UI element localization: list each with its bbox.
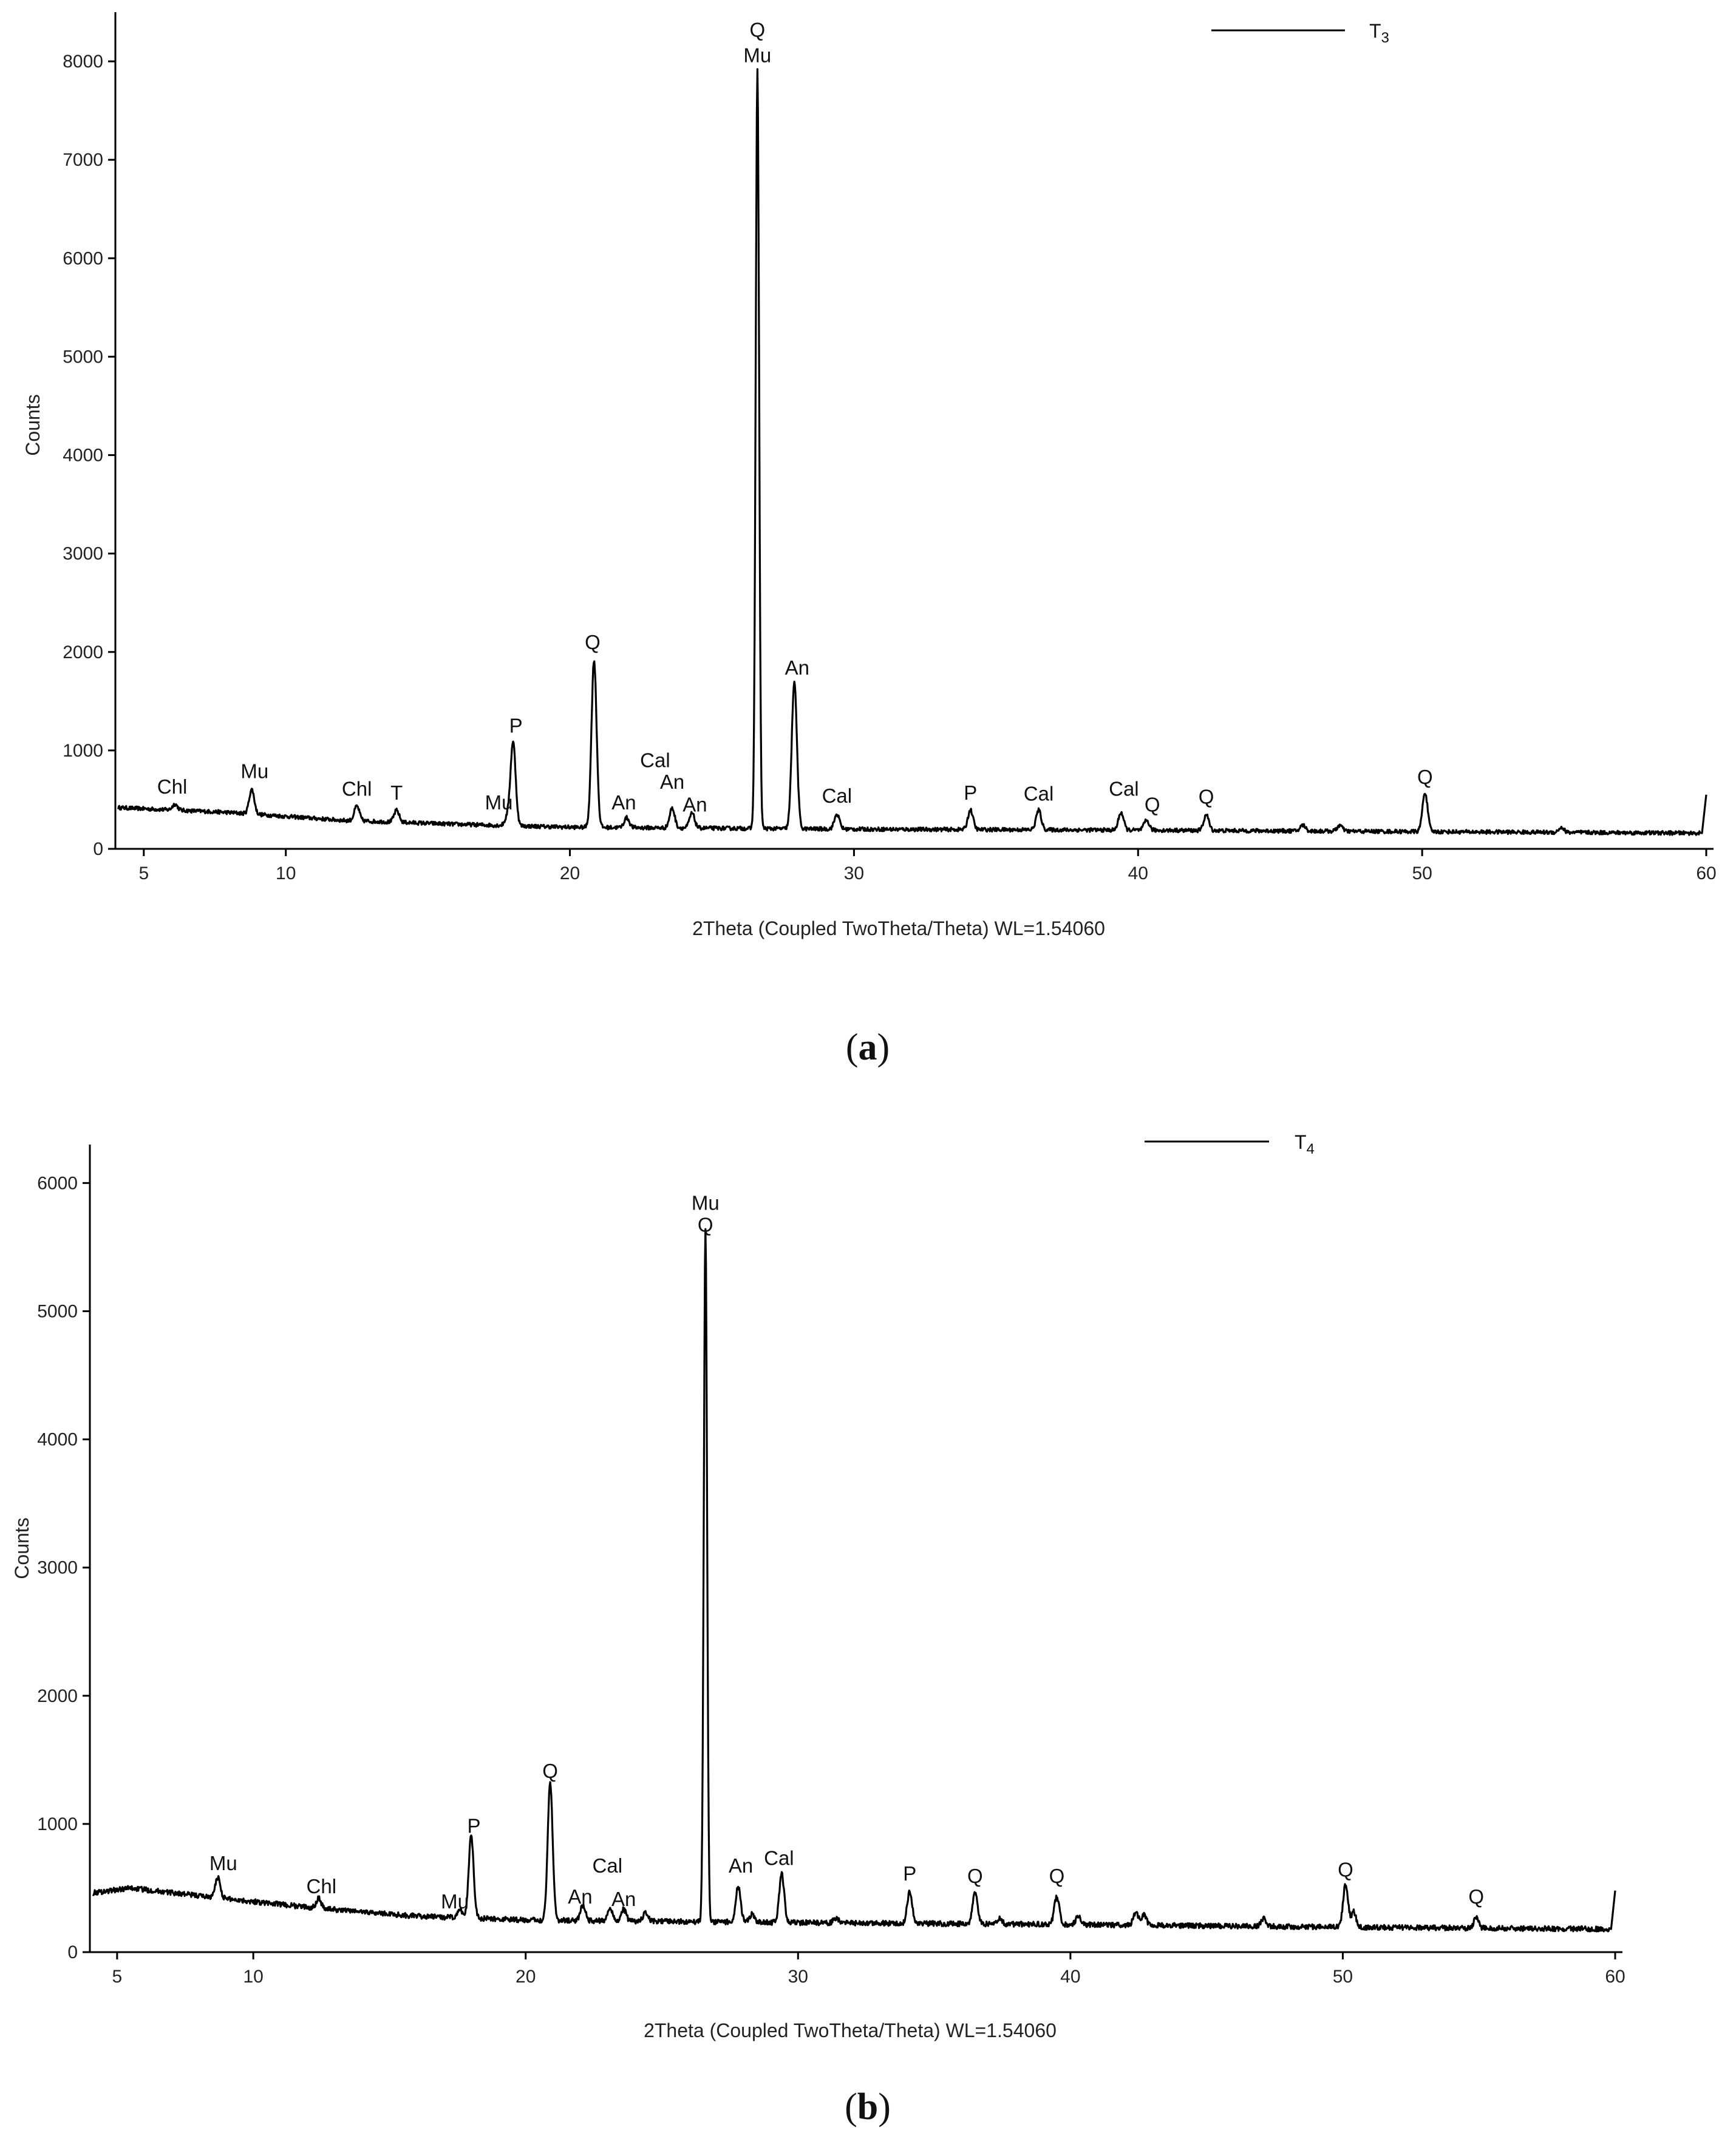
y-tick-label: 5000 [63, 347, 103, 367]
ticks-a: 0 1000 2000 3000 4000 5000 6000 7000 8000 5 10 20 30… [63, 52, 1716, 883]
x-tick-label: 60 [1605, 1967, 1625, 1987]
peak-label: An [682, 793, 707, 815]
x-tick-label: 40 [1128, 863, 1148, 883]
y-tick-label: 8000 [63, 52, 103, 72]
peak-label: Cal [593, 1854, 623, 1877]
y-tick-label: 3000 [63, 544, 103, 564]
peak-label: Chl [157, 775, 188, 798]
panel-letter-b: b [857, 2086, 878, 2128]
peak-label: Cal [1024, 783, 1054, 805]
peak-label: P [509, 715, 523, 737]
peak-label: An [660, 771, 684, 793]
x-tick-label: 20 [516, 1967, 536, 1987]
peak-label: An [611, 1888, 636, 1910]
x-tick-label: 60 [1696, 863, 1716, 883]
y-tick-label: 5000 [37, 1301, 78, 1321]
legend-label-b: T4 [1295, 1131, 1315, 1157]
legend-name-a: T [1369, 20, 1381, 42]
peak-label: An [611, 791, 636, 814]
peak-label: Mu [240, 760, 268, 782]
ticks-b: 0 1000 2000 3000 4000 5000 6000 5 10 20 30 40 50 60 [37, 1173, 1625, 1987]
y-tick-label: 3000 [37, 1558, 78, 1578]
peak-label: Q [542, 1760, 558, 1782]
peak-label: Q [967, 1865, 983, 1887]
peak-label: Q [1049, 1865, 1065, 1887]
y-tick-label: 2000 [37, 1686, 78, 1706]
legend-subscript-b: 4 [1307, 1141, 1315, 1157]
x-tick-label: 40 [1060, 1967, 1080, 1987]
peak-label: Mu [692, 1192, 720, 1214]
y-tick-label: 6000 [37, 1173, 78, 1193]
x-tick-label: 50 [1333, 1967, 1353, 1987]
legend-a: T3 [1211, 20, 1389, 46]
y-tick-label: 6000 [63, 248, 103, 268]
chart-panel-b: 0 1000 2000 3000 4000 5000 6000 5 10 20 30 40 50 60 M… [11, 1131, 1625, 2128]
legend-name-b: T [1295, 1131, 1307, 1153]
series-line-t3 [117, 68, 1707, 836]
peak-label: P [903, 1862, 916, 1885]
peak-label: Cal [822, 784, 853, 807]
y-tick-label: 7000 [63, 150, 103, 170]
peak-label: Q [1199, 785, 1214, 808]
peak-label: Q [1468, 1885, 1484, 1908]
peak-label: Q [1417, 766, 1433, 788]
panel-label-b: (b) [845, 2086, 891, 2128]
x-tick-label: 30 [844, 863, 864, 883]
y-axis-title-a: Counts [22, 394, 44, 455]
legend-b: T4 [1145, 1131, 1315, 1157]
peak-label: Cal [1109, 777, 1139, 800]
peak-label: Q [698, 1214, 713, 1236]
panel-letter-a: a [859, 1027, 877, 1068]
peak-label: Mu [209, 1852, 237, 1874]
peak-label: Q [1145, 793, 1160, 815]
x-tick-label: 10 [276, 863, 296, 883]
peak-label: Mu [485, 791, 513, 814]
chart-panel-a: 0 1000 2000 3000 4000 5000 6000 7000 8000 5 10 20 30… [22, 12, 1717, 1068]
panel-label-a: (a) [846, 1027, 890, 1068]
peak-label: P [964, 781, 977, 804]
y-tick-label: 0 [67, 1942, 78, 1962]
peak-label: Mu [743, 44, 771, 67]
peak-label: Chl [307, 1875, 337, 1897]
peak-label: An [729, 1854, 753, 1877]
peak-label: Chl [342, 777, 372, 800]
peak-label: Mu [441, 1890, 469, 1913]
peak-label: Cal [764, 1846, 794, 1869]
peak-label: Q [585, 631, 601, 653]
peak-label: An [568, 1885, 592, 1908]
x-tick-label: 5 [112, 1967, 123, 1987]
legend-label-a: T3 [1369, 20, 1389, 46]
y-tick-label: 4000 [37, 1430, 78, 1450]
x-tick-label: 10 [243, 1967, 263, 1987]
x-tick-label: 5 [138, 863, 149, 883]
peak-label: Q [1338, 1858, 1353, 1880]
x-tick-label: 30 [788, 1967, 808, 1987]
y-tick-label: 0 [93, 839, 103, 859]
x-tick-label: 50 [1412, 863, 1432, 883]
peak-label: P [467, 1815, 480, 1837]
series-line-t4 [92, 1228, 1616, 1933]
legend-subscript-a: 3 [1381, 30, 1389, 46]
peak-label: An [785, 656, 809, 679]
y-tick-label: 2000 [63, 642, 103, 662]
x-axis-title-a: 2Theta (Coupled TwoTheta/Theta) WL=1.540… [692, 917, 1105, 939]
peak-label: Q [750, 19, 766, 41]
peak-label: T [390, 781, 403, 804]
x-tick-label: 20 [560, 863, 580, 883]
peak-label: Cal [640, 749, 670, 771]
y-axis-title-b: Counts [11, 1517, 33, 1579]
y-tick-label: 1000 [37, 1814, 78, 1834]
y-tick-label: 4000 [63, 446, 103, 466]
x-axis-title-b: 2Theta (Coupled TwoTheta/Theta) WL=1.540… [644, 2020, 1057, 2041]
y-tick-label: 1000 [63, 741, 103, 761]
